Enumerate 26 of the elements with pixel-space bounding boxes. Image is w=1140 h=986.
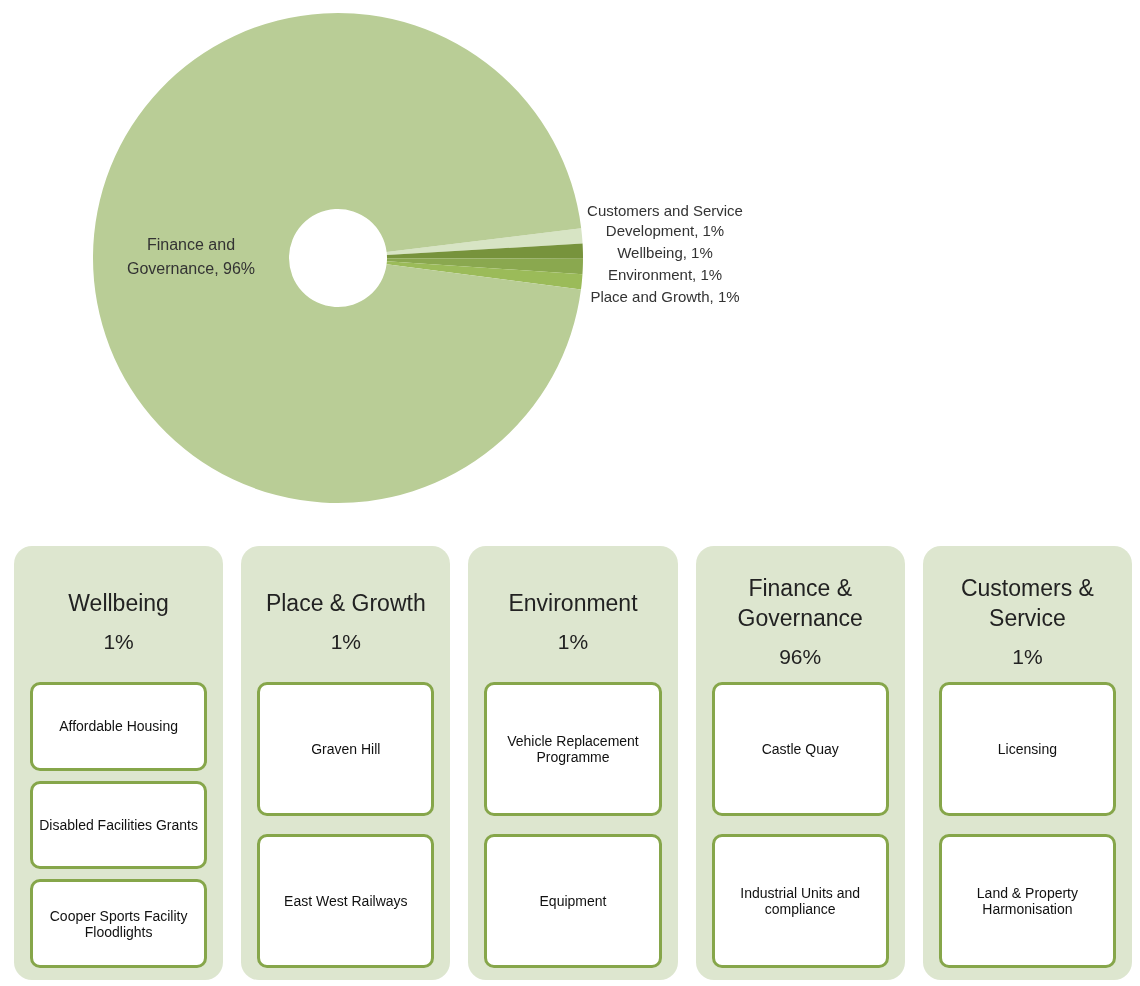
text: Equipment — [484, 834, 662, 968]
text: Licensing — [938, 682, 1117, 816]
text: Customers & Service — [959, 574, 1095, 633]
slice-label: Customers and Service Development, 1% — [587, 202, 743, 240]
slice-label: Environment, 1% — [607, 266, 723, 284]
text: Place & Growth — [265, 589, 426, 618]
text: East West Railways — [257, 834, 435, 968]
text: Graven Hill — [257, 682, 435, 816]
text: Cooper Sports Facility Floodlights — [30, 879, 208, 969]
text: Finance & Governance — [736, 574, 864, 633]
text: 1% — [103, 630, 134, 654]
text: 1% — [1012, 645, 1043, 669]
text: Industrial Units and compliance — [711, 834, 889, 968]
text: Wellbeing — [68, 589, 169, 618]
text: Disabled Facilities Grants — [30, 780, 208, 870]
slice-label: Wellbeing, 1% — [617, 244, 713, 262]
slice-label: Place and Growth, 1% — [590, 288, 740, 306]
text: 1% — [330, 630, 361, 654]
text: Affordable Housing — [30, 682, 208, 771]
text: 1% — [557, 630, 589, 654]
text: Vehicle Replacement Programme — [484, 682, 662, 816]
text: Land & Property Harmonisation — [938, 834, 1117, 968]
text: 96% — [779, 645, 822, 669]
text: Castle Quay — [711, 682, 889, 816]
text: Environment — [508, 589, 638, 618]
slice-label: Finance and Governance, 96% — [126, 235, 256, 277]
